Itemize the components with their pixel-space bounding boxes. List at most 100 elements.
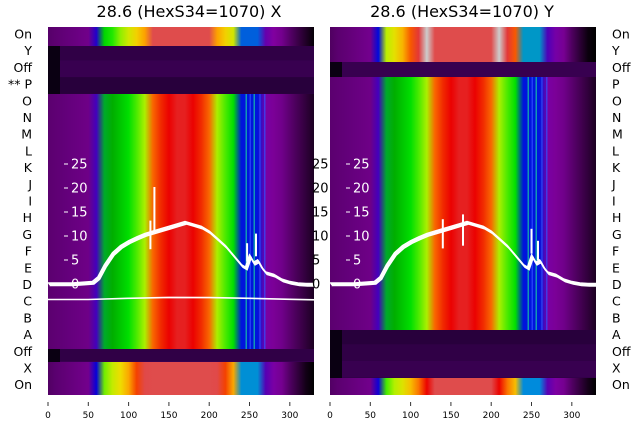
row-label: J bbox=[611, 177, 616, 192]
y-tick-label-clipped: 25 bbox=[312, 158, 329, 173]
row-label: On bbox=[612, 377, 630, 392]
row-label: M bbox=[21, 127, 32, 142]
spectrum-streak bbox=[245, 94, 247, 349]
x-tick-label: 200 bbox=[483, 411, 500, 421]
row-label: Off bbox=[612, 60, 631, 75]
row-label: B bbox=[612, 310, 621, 325]
row-label: Off bbox=[14, 60, 33, 75]
row-label: A bbox=[23, 327, 32, 342]
row-label: J bbox=[27, 177, 32, 192]
x-tick-label: 300 bbox=[563, 411, 580, 421]
spectrum-streak bbox=[249, 94, 251, 349]
row-label: B bbox=[23, 310, 32, 325]
chart-title-x: 28.6 (HexS34=1070) X bbox=[97, 2, 282, 21]
spectrum-streak bbox=[527, 77, 529, 330]
row-label: G bbox=[612, 227, 622, 242]
y-tick-label: 25 bbox=[71, 158, 88, 173]
y-tick-label: 10 bbox=[71, 230, 88, 245]
on-spectrum-band-bottom bbox=[48, 362, 314, 395]
row-label: P bbox=[612, 77, 620, 92]
x-tick-label: 50 bbox=[365, 411, 377, 421]
row-label: X bbox=[612, 361, 621, 376]
row-label: H bbox=[612, 210, 621, 225]
row-label: Y bbox=[23, 43, 32, 58]
spectrum-streak bbox=[264, 94, 266, 349]
on-spectrum-band-top bbox=[48, 27, 314, 46]
spectrum-streak bbox=[546, 77, 548, 330]
heatmap-row bbox=[48, 43, 314, 61]
x-tick-label: 100 bbox=[120, 411, 137, 421]
heatmap-row bbox=[330, 327, 596, 345]
x-tick-label: 200 bbox=[201, 411, 218, 421]
y-tick-label: 15 bbox=[71, 206, 88, 221]
y-tick-label: 5 bbox=[71, 254, 79, 269]
row-label: Off bbox=[612, 344, 631, 359]
heatmap-row bbox=[48, 77, 314, 95]
row-label: ** P bbox=[8, 77, 32, 92]
x-tick-label: 100 bbox=[402, 411, 419, 421]
y-tick-label: 20 bbox=[353, 182, 370, 197]
x-ticks-x: 0 50 100 150 200 250 300 bbox=[45, 402, 299, 421]
row-label: I bbox=[28, 194, 32, 209]
y-tick-label: 0 bbox=[353, 278, 361, 293]
x-tick-label: 250 bbox=[241, 411, 258, 421]
mean-profile-line bbox=[49, 223, 316, 287]
y-tick-label: 5 bbox=[353, 254, 361, 269]
x-tick-label: 50 bbox=[83, 411, 95, 421]
baseline-profile-line bbox=[48, 296, 315, 301]
row-label: K bbox=[24, 160, 33, 175]
row-label: O bbox=[612, 93, 622, 108]
row-label: E bbox=[612, 260, 620, 275]
y-tick-label-clipped: 10 bbox=[312, 230, 329, 245]
x-tick-label: 0 bbox=[45, 411, 51, 421]
x-ticks-y: 0 50 100 150 200 250 300 bbox=[327, 402, 581, 421]
profile-curves-y bbox=[330, 214, 598, 287]
y-tick-label-clipped: 5 bbox=[312, 254, 320, 269]
row-label: M bbox=[612, 127, 623, 142]
y-ticks-x: 0 5 10 15 20 25 0 5 10 15 20 25 bbox=[64, 158, 329, 293]
x-tick-label: 0 bbox=[327, 411, 333, 421]
row-label: E bbox=[24, 260, 32, 275]
spectrum-bands-x bbox=[48, 27, 314, 395]
row-label: On bbox=[14, 377, 32, 392]
on-spectrum-band-top bbox=[330, 27, 596, 62]
spectrum-streak bbox=[259, 94, 261, 349]
y-tick-label: 20 bbox=[71, 182, 88, 197]
profile-curves-x bbox=[48, 187, 316, 301]
row-label: H bbox=[23, 210, 32, 225]
main-spectrum-band bbox=[48, 94, 314, 349]
row-label: K bbox=[612, 160, 621, 175]
spectrum-streak bbox=[253, 94, 255, 349]
x-tick-label: 300 bbox=[281, 411, 298, 421]
row-label: D bbox=[22, 277, 32, 292]
row-label: Off bbox=[14, 344, 33, 359]
row-label: C bbox=[612, 294, 621, 309]
spectrum-streak bbox=[531, 77, 533, 330]
row-label: F bbox=[612, 244, 619, 259]
row-label: L bbox=[612, 143, 619, 158]
y-tick-label: 10 bbox=[353, 230, 370, 245]
row-label: A bbox=[612, 327, 621, 342]
spectrum-streak bbox=[535, 77, 537, 330]
row-label: On bbox=[14, 27, 32, 42]
y-tick-label-clipped: 20 bbox=[312, 182, 329, 197]
row-label: L bbox=[25, 143, 32, 158]
heatmap-row bbox=[330, 361, 596, 379]
y-ticks-y: 0 5 10 15 20 25 bbox=[346, 158, 370, 293]
row-label: Y bbox=[611, 43, 620, 58]
heatmap-row bbox=[48, 60, 314, 78]
row-label: D bbox=[612, 277, 622, 292]
y-tick-label: 0 bbox=[71, 278, 79, 293]
y-tick-label-clipped: 15 bbox=[312, 206, 329, 221]
y-tick-label-clipped: 0 bbox=[312, 278, 320, 293]
row-label: C bbox=[23, 294, 32, 309]
row-label: N bbox=[612, 110, 621, 125]
row-label: F bbox=[25, 244, 32, 259]
x-tick-label: 150 bbox=[442, 411, 459, 421]
row-label: N bbox=[23, 110, 32, 125]
spectrum-streak bbox=[541, 77, 543, 330]
